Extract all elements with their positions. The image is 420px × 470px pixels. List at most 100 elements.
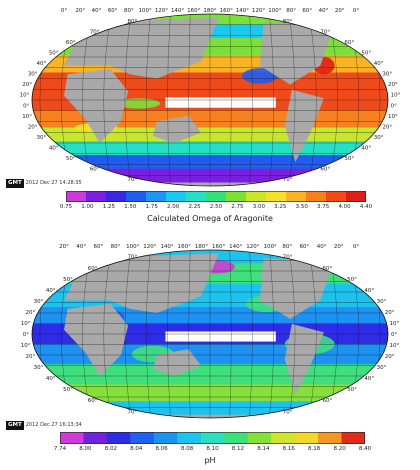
- omega-map: 0° 20° 40° 60° 80° 100° 120° 140° 160° 180° 160° 14…: [20, 8, 401, 187]
- lat-label-right: 10°: [389, 321, 399, 327]
- lat-label-left: 70°: [127, 177, 137, 183]
- lat-label-right: 20°: [388, 82, 398, 88]
- lat-label-right: 10°: [388, 114, 398, 120]
- colorbar-tick-label: 3.75: [317, 204, 330, 210]
- lat-label-left: 10°: [20, 93, 30, 99]
- lon-label: 40°: [76, 244, 86, 250]
- lon-label: 160°: [187, 8, 200, 14]
- lat-label-right: 20°: [382, 124, 392, 130]
- colorbar-tick-label: 3.25: [274, 204, 287, 210]
- lat-label-right: 40°: [374, 61, 384, 67]
- lon-label: 120°: [143, 244, 156, 250]
- lon-label: 80°: [124, 8, 134, 14]
- lon-label: 120°: [252, 8, 265, 14]
- colorbar-frame: [66, 191, 366, 202]
- omega-panel: 0° 20° 40° 60° 80° 100° 120° 140° 160° 180° 160° 14…: [6, 8, 401, 223]
- lat-label-left: 20°: [26, 310, 36, 316]
- colorbar-swatch: [346, 191, 366, 202]
- lon-label: 0°: [353, 8, 359, 14]
- lon-label: 40°: [317, 244, 327, 250]
- colorbar-tick-label: 8.16: [282, 446, 295, 452]
- lat-label-left: 50°: [66, 156, 76, 162]
- lat-label-left: 30°: [28, 72, 38, 78]
- lat-label-left: 60°: [66, 40, 76, 46]
- colorbar-swatch: [226, 191, 247, 202]
- lat-label-right: 40°: [361, 145, 371, 151]
- lon-label: 40°: [92, 8, 102, 14]
- land-mass: [259, 22, 335, 85]
- colorbar-tick-label: 2.00: [167, 204, 180, 210]
- lon-label: 160°: [178, 244, 191, 250]
- colorbar-swatch: [177, 432, 202, 444]
- lat-label-right: 70°: [283, 255, 293, 261]
- colorbar-tick-label: 3.00: [252, 204, 265, 210]
- ph-panel: 20° 40° 60° 80° 100° 120° 140° 160° 180° 160° 140°…: [0, 238, 420, 470]
- lat-label-right: 60°: [344, 40, 354, 46]
- colorbar-tick-label: 8.12: [231, 446, 245, 452]
- colorbar-tick-label: 8.14: [257, 446, 270, 452]
- lat-label-left: 40°: [46, 376, 56, 382]
- colorbar-tick-label: 2.75: [231, 204, 244, 210]
- lat-label-left: 10°: [22, 114, 32, 120]
- lat-label-left: 10°: [21, 321, 31, 327]
- lon-label: 100°: [126, 244, 139, 250]
- land-mass: [64, 303, 129, 376]
- lat-label-left: 20°: [28, 124, 38, 130]
- colorbar-tick-label: 7.74: [53, 446, 67, 452]
- lon-label: 60°: [302, 8, 312, 14]
- lon-label: 20°: [335, 8, 345, 14]
- ph-map: 20° 40° 60° 80° 100° 120° 140° 160° 180° 160° 140°…: [21, 244, 399, 419]
- lat-label-left: 30°: [34, 299, 44, 305]
- lon-label: 120°: [155, 8, 168, 14]
- lat-label-left: 0°: [23, 332, 29, 338]
- lat-label-left: 70°: [127, 409, 137, 415]
- lon-label: 100°: [268, 8, 281, 14]
- lat-label-right: 30°: [374, 135, 384, 141]
- colorbar-swatch: [326, 191, 347, 202]
- color-patch: [117, 98, 161, 109]
- lat-label-right: 20°: [385, 354, 395, 360]
- colorbar-swatch: [66, 191, 87, 202]
- equator-nodata-band: [165, 331, 276, 342]
- lat-label-left: 50°: [63, 277, 73, 283]
- lat-label-right: 60°: [320, 167, 330, 173]
- lon-label: 60°: [108, 8, 118, 14]
- ph-colorbar-label: pH: [204, 456, 216, 465]
- gmt-timestamp: 2012 Dec 27 14:28:35: [25, 180, 82, 186]
- lat-label-left: 30°: [36, 135, 46, 141]
- lon-label: 120°: [246, 244, 259, 250]
- lat-label-left: 0°: [23, 103, 29, 109]
- colorbar-swatch: [166, 191, 187, 202]
- gmt-badge: GMT 2012 Dec 27 14:28:35: [6, 179, 82, 188]
- gmt-timestamp: 2012 Dec 27 16:13:34: [25, 422, 82, 428]
- colorbar-tick-label: 8.06: [155, 446, 168, 452]
- lat-label-right: 50°: [347, 387, 357, 393]
- colorbar-swatch: [200, 432, 225, 444]
- colorbar-swatch: [130, 432, 155, 444]
- ph-colorbar: [60, 432, 365, 444]
- lat-label-left: 30°: [34, 365, 44, 371]
- map-border: [31, 13, 389, 187]
- omega-colorbar-ticks: 0.75 1.00 1.25 1.50 1.75 2.00 2.25 2.50 2.75 3.00…: [60, 204, 372, 212]
- land-mass: [64, 17, 219, 79]
- lon-label: 60°: [94, 244, 104, 250]
- lat-label-right: 30°: [377, 365, 387, 371]
- colorbar-tick-label: 8.04: [130, 446, 143, 452]
- colorbar-swatch: [83, 432, 108, 444]
- lat-label-left: 60°: [88, 398, 98, 404]
- colorbar-tick-label: 8.20: [333, 446, 346, 452]
- colorbar-tick-label: 8.02: [104, 446, 117, 452]
- omega-colorbar-label: Calculated Omega of Aragonite: [147, 214, 273, 223]
- lat-label-right: 60°: [322, 398, 332, 404]
- colorbar-swatch: [146, 191, 167, 202]
- colorbar-swatch: [126, 191, 147, 202]
- lat-label-right: 70°: [283, 177, 293, 183]
- land-mass: [64, 69, 129, 143]
- lat-label-right: 70°: [320, 29, 330, 35]
- lat-label-right: 50°: [347, 277, 357, 283]
- lat-label-right: 30°: [377, 299, 387, 305]
- land-mass: [284, 89, 324, 162]
- colorbar-swatch: [247, 432, 272, 444]
- colorbar-swatch: [286, 191, 307, 202]
- colorbar-swatch: [318, 432, 342, 444]
